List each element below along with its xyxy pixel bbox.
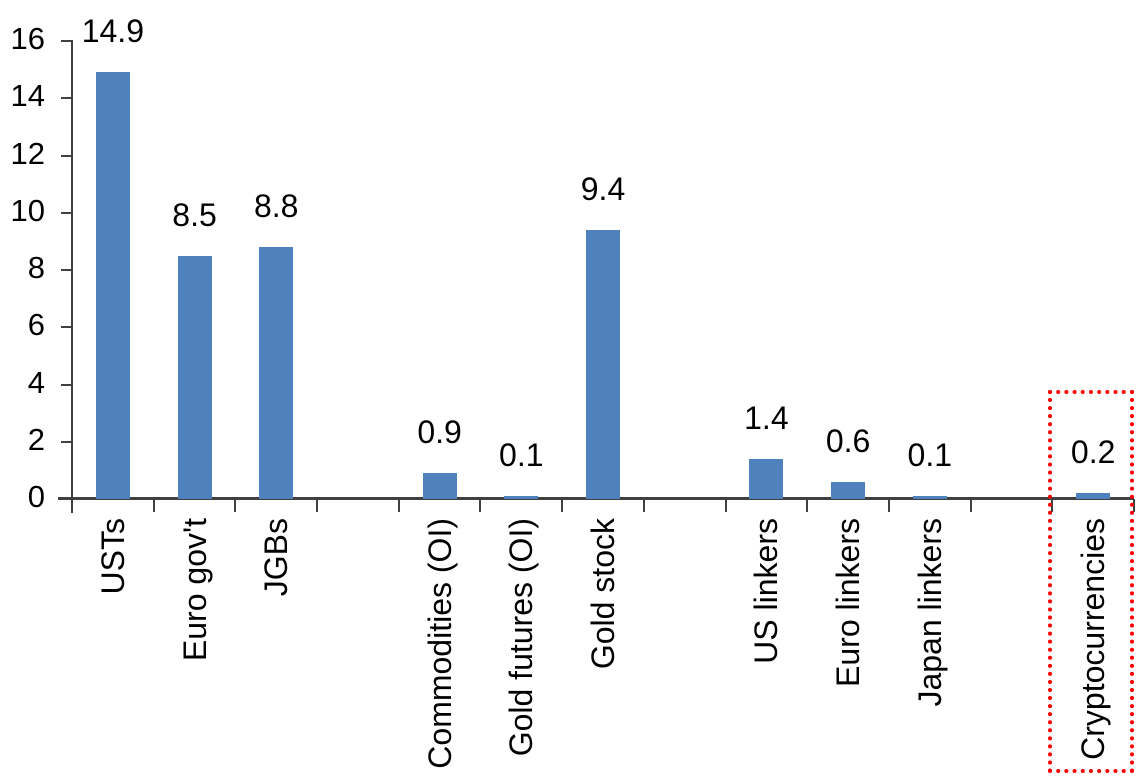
x-category-label: Commodities (OI) (421, 518, 458, 769)
x-tick (479, 499, 482, 512)
x-tick (152, 499, 155, 512)
y-tick-label: 6 (27, 307, 45, 343)
x-category-label: Euro linkers (830, 518, 867, 687)
y-tick-label: 2 (27, 421, 45, 457)
y-tick-label: 0 (27, 479, 45, 514)
x-tick (234, 499, 237, 512)
bar (504, 496, 539, 499)
x-tick (397, 499, 400, 512)
y-tick-label: 8 (27, 250, 45, 285)
x-tick (887, 499, 890, 512)
bar-value-label: 0.1 (907, 437, 952, 473)
bar (912, 496, 947, 499)
y-tick (61, 440, 72, 443)
y-tick (61, 40, 72, 42)
y-tick (61, 97, 72, 100)
bar (831, 482, 866, 499)
bar-value-label: 0.9 (417, 414, 462, 450)
y-tick (61, 211, 72, 214)
bar (422, 473, 457, 499)
y-axis-line (71, 40, 73, 513)
x-tick (724, 499, 727, 512)
x-tick (316, 499, 319, 512)
bar-value-label: 8.8 (253, 188, 299, 224)
y-tick (61, 269, 72, 271)
x-category-label: USTs (94, 518, 131, 595)
bar-value-label: 0.6 (825, 423, 871, 459)
bar (95, 72, 130, 499)
bar-value-label: 0.2 (1070, 434, 1116, 470)
bar-value-label: 14.9 (81, 13, 144, 49)
bar-value-label: 1.4 (744, 400, 789, 436)
y-tick (61, 383, 72, 386)
x-tick (806, 499, 809, 512)
bar (1076, 493, 1111, 499)
x-category-label: US linkers (748, 518, 785, 664)
bar (259, 247, 294, 499)
y-tick (61, 154, 72, 157)
x-category-label: JGBs (258, 518, 295, 597)
x-tick (1051, 499, 1054, 512)
x-tick (642, 499, 645, 512)
y-tick-label: 4 (27, 364, 45, 400)
x-tick (969, 499, 972, 512)
y-tick-label: 10 (10, 192, 45, 228)
bar-value-label: 0.1 (499, 437, 544, 473)
x-category-label: Euro gov't (176, 518, 213, 662)
bar (177, 256, 212, 499)
highlight-box (1048, 390, 1134, 773)
x-tick (561, 499, 564, 512)
bar (586, 230, 620, 499)
bar-value-label: 8.5 (172, 197, 217, 233)
y-tick-label: 14 (10, 78, 45, 114)
x-category-label: Japan linkers (911, 518, 948, 707)
y-tick-label: 12 (10, 135, 45, 171)
x-category-label: Gold stock (585, 518, 621, 670)
bar-value-label: 9.4 (580, 171, 626, 207)
y-tick (61, 326, 72, 329)
x-tick (1133, 499, 1135, 512)
y-tick-label: 16 (10, 21, 45, 56)
x-category-label: Gold futures (OI) (503, 518, 540, 757)
bar (749, 459, 784, 499)
